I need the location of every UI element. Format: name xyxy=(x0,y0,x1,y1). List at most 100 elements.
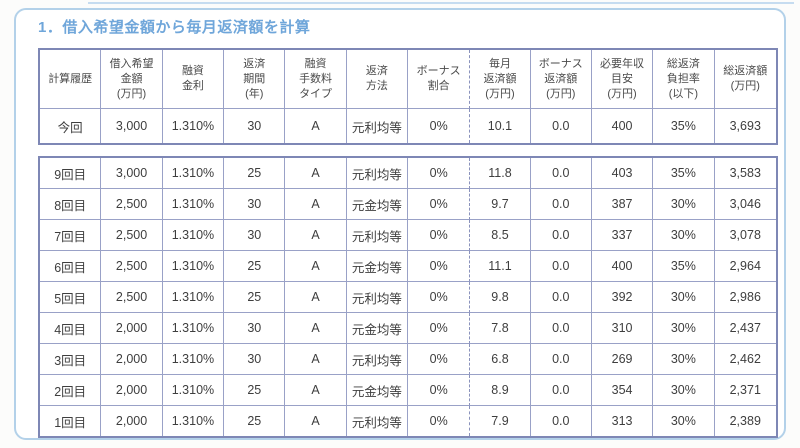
table-cell: 2,500 xyxy=(101,282,163,313)
col-header-repayment-period: 返済 期間 (年) xyxy=(224,50,286,109)
col-header-total-repayment: 総返済額 (万円) xyxy=(714,50,776,109)
table-cell: 35% xyxy=(653,251,715,282)
previous-section-divider xyxy=(88,2,794,4)
table-cell: 30% xyxy=(653,282,715,313)
table-cell: 30% xyxy=(653,189,715,220)
row-label-cell: 7回目 xyxy=(40,220,102,251)
table-row-history: 8回目 2,500 1.310% 30 A 元金均等 0% 9.7 0.0 38… xyxy=(40,189,776,220)
table-cell: 392 xyxy=(591,282,654,313)
table-cell: A xyxy=(285,282,347,313)
table-cell: 30% xyxy=(653,313,715,344)
table-cell: 11.8 xyxy=(469,158,531,189)
table-cell: 1.310% xyxy=(162,251,225,282)
table-cell: 8.9 xyxy=(469,375,531,406)
row-label-cell: 9回目 xyxy=(40,158,102,189)
table-cell: 25 xyxy=(224,282,286,313)
table-cell: 1.310% xyxy=(163,109,225,143)
table-cell: 2,000 xyxy=(101,406,163,436)
table-cell: 30% xyxy=(653,344,715,375)
table-cell: 25 xyxy=(224,406,286,436)
header-row: 計算履歴 借入希望 金額 (万円) 融資 金利 返済 期間 (年) 融資 手数料… xyxy=(40,50,776,109)
table-cell: A xyxy=(285,251,347,282)
table-cell: A xyxy=(285,344,347,375)
table-cell: 元利均等 xyxy=(346,220,409,251)
table-cell: 3,078 xyxy=(714,220,776,251)
table-cell: A xyxy=(285,375,347,406)
table-cell: 0% xyxy=(408,344,470,375)
table-cell: 30 xyxy=(224,220,286,251)
table-row-history: 3回目 2,000 1.310% 30 A 元利均等 0% 6.8 0.0 26… xyxy=(40,344,776,375)
table-cell: 1.310% xyxy=(162,189,225,220)
row-label-cell: 2回目 xyxy=(40,375,102,406)
col-header-required-annual-income: 必要年収 目安 (万円) xyxy=(591,50,654,109)
table-cell: 元利均等 xyxy=(347,109,409,143)
table-cell: 元利均等 xyxy=(347,406,409,436)
table-cell: 8.5 xyxy=(469,220,531,251)
section-title: 1．借入希望金額から毎月返済額を計算 xyxy=(38,19,311,36)
table-cell: 337 xyxy=(591,220,654,251)
table-cell: A xyxy=(285,313,347,344)
table-cell: 269 xyxy=(591,344,654,375)
table-cell: 2,437 xyxy=(714,313,776,344)
col-header-loan-fee-type: 融資 手数料 タイプ xyxy=(285,50,347,109)
table-row-history: 6回目 2,500 1.310% 25 A 元金均等 0% 11.1 0.0 4… xyxy=(40,251,776,282)
table-cell: 2,986 xyxy=(714,282,776,313)
table-cell: 1.310% xyxy=(162,158,225,189)
table-cell: 35% xyxy=(653,109,715,143)
table-cell: 元利均等 xyxy=(346,158,409,189)
table-cell: 1.310% xyxy=(162,344,225,375)
table-cell: 2,500 xyxy=(101,189,163,220)
table-cell: 30% xyxy=(653,220,715,251)
table-cell: 0.0 xyxy=(530,220,592,251)
table-row-history: 2回目 2,000 1.310% 25 A 元金均等 0% 8.9 0.0 35… xyxy=(40,375,776,406)
table-cell: 9.8 xyxy=(469,282,531,313)
table-cell: 1.310% xyxy=(162,220,225,251)
table-cell: 0% xyxy=(408,220,470,251)
table-cell: 3,583 xyxy=(714,158,776,189)
table-row-history: 1回目 2,000 1.310% 25 A 元利均等 0% 7.9 0.0 31… xyxy=(40,406,776,436)
table-row-current: 今回 3,000 1.310% 30 A 元利均等 0% 10.1 0.0 40… xyxy=(40,109,776,143)
table-cell: 11.1 xyxy=(469,251,531,282)
table-cell: 元金均等 xyxy=(346,313,409,344)
table-cell: 25 xyxy=(224,251,286,282)
table-cell: 403 xyxy=(591,158,654,189)
col-header-loan-interest-rate: 融資 金利 xyxy=(162,50,225,109)
table-cell: 0% xyxy=(408,282,470,313)
table-cell: 25 xyxy=(224,158,286,189)
table-row-history: 7回目 2,500 1.310% 30 A 元利均等 0% 8.5 0.0 33… xyxy=(40,220,776,251)
table-cell: 6.8 xyxy=(469,344,531,375)
table-cell: A xyxy=(285,406,347,436)
table-cell: 310 xyxy=(591,313,654,344)
table-cell: 3,693 xyxy=(729,119,761,133)
col-header-calc-history: 計算履歴 xyxy=(40,50,102,109)
table-cell: 元利均等 xyxy=(346,282,409,313)
table-cell: 元金均等 xyxy=(346,189,409,220)
table-cell: 0.0 xyxy=(531,109,592,143)
table-cell: 2,000 xyxy=(101,375,163,406)
table-cell: 7.8 xyxy=(469,313,531,344)
table-cell: 354 xyxy=(591,375,654,406)
col-header-repayment-method: 返済 方法 xyxy=(346,50,409,109)
table-cell: A xyxy=(285,158,347,189)
table-cell: 2,500 xyxy=(101,251,163,282)
table-cell: 0.0 xyxy=(530,189,592,220)
table-cell: 30 xyxy=(224,109,286,143)
table-cell: 0.0 xyxy=(531,406,592,436)
table-cell: 30 xyxy=(224,313,286,344)
table-cell: 2,964 xyxy=(714,251,776,282)
table-cell: 25 xyxy=(224,375,286,406)
row-label-cell: 1回目 xyxy=(40,406,102,436)
table-cell: 30% xyxy=(653,375,715,406)
loan-result-table-current: 計算履歴 借入希望 金額 (万円) 融資 金利 返済 期間 (年) 融資 手数料… xyxy=(38,48,778,145)
table-cell: 0% xyxy=(408,375,470,406)
table-cell: 10.1 xyxy=(469,109,531,143)
table-cell: 0.0 xyxy=(530,251,592,282)
row-label-cell: 今回 xyxy=(40,109,102,143)
col-header-bonus-ratio: ボーナス 割合 xyxy=(408,50,470,109)
table-cell: 元金均等 xyxy=(346,375,409,406)
table-cell: 0.0 xyxy=(530,375,592,406)
table-row-history: 9回目 3,000 1.310% 25 A 元利均等 0% 11.8 0.0 4… xyxy=(40,158,776,189)
table-cell: 3,000 xyxy=(101,109,163,143)
table-cell: 0.0 xyxy=(530,282,592,313)
